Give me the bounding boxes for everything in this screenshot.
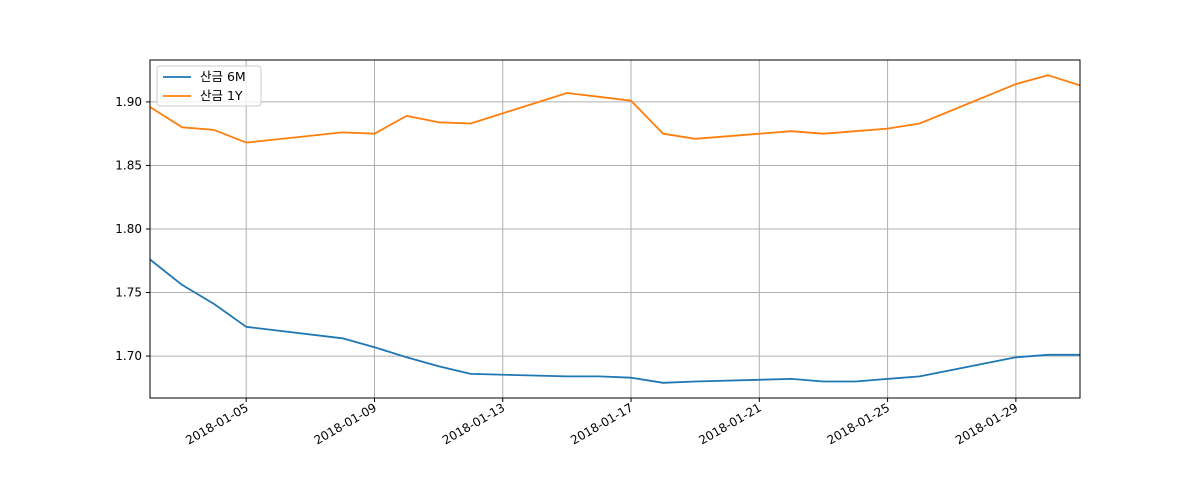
y-tick-label: 1.90 [115,95,142,109]
x-tick-label: 2018-01-09 [312,400,379,447]
y-tick-label: 1.80 [115,222,142,236]
y-tick-label: 1.85 [115,158,142,172]
legend-label-6m: 산금 6M [200,69,246,84]
x-tick-label: 2018-01-05 [183,400,250,447]
x-tick-label: 2018-01-13 [440,400,507,447]
grid-lines [150,60,1080,398]
y-tick-label: 1.75 [115,286,142,300]
x-tick-label: 2018-01-25 [825,400,892,447]
x-tick-label: 2018-01-17 [568,400,635,447]
x-tick-label: 2018-01-21 [696,400,763,447]
x-tick-label: 2018-01-29 [953,400,1020,447]
series-group [149,74,1081,384]
legend-label-1y: 산금 1Y [200,88,243,103]
series-line-1y [149,74,1081,144]
x-axis: 2018-01-05 2018-01-09 2018-01-13 2018-01-17… [183,398,1020,447]
legend: 산금 6M 산금 1Y [156,65,262,107]
y-tick-label: 1.70 [115,349,142,363]
y-axis: 1.70 1.75 1.80 1.85 1.90 [115,95,150,363]
series-line-6m [149,258,1080,384]
